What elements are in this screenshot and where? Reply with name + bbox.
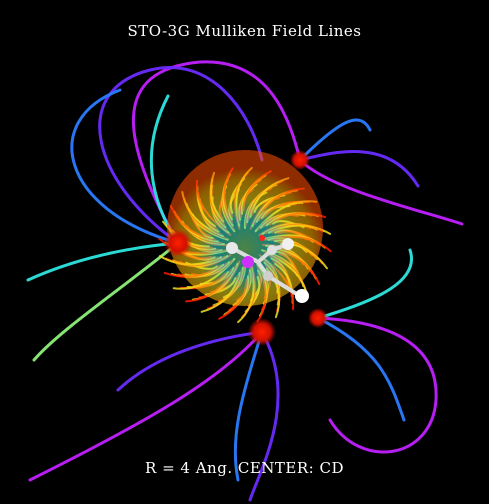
outer-field-line [116,330,264,392]
outer-field-line [316,316,438,454]
figure-footer: R = 4 Ang. CENTER: CD [145,459,344,477]
outer-field-line [316,316,406,422]
hydrogen-atom [267,245,277,255]
right-charge-node [308,308,328,328]
outer-field-line [298,118,372,162]
center-atom [242,256,254,268]
top-charge-node [290,150,310,170]
molecule-model [226,235,309,303]
field-core-glow [167,150,323,306]
outer-field-line [70,88,180,245]
outer-field-line [32,241,180,362]
left-charge-node [164,229,192,257]
carbon-atom [263,271,273,281]
outer-field-lines [26,60,464,502]
outer-field-line [131,60,302,245]
outer-field-line [248,330,280,502]
outer-field-line [98,66,264,245]
hydrogen-atom [226,242,238,254]
bottom-charge-node [248,318,276,346]
hydrogen-atom [282,238,294,250]
outer-field-line [233,330,264,482]
outer-field-line [298,150,420,188]
outer-field-line [26,241,180,282]
marker-atom [259,235,265,241]
outer-field-line [298,158,464,226]
outer-field-line [28,330,264,482]
oxygen-atom [295,289,309,303]
figure-title: STO-3G Mulliken Field Lines [127,22,362,40]
outer-field-line [316,248,413,320]
